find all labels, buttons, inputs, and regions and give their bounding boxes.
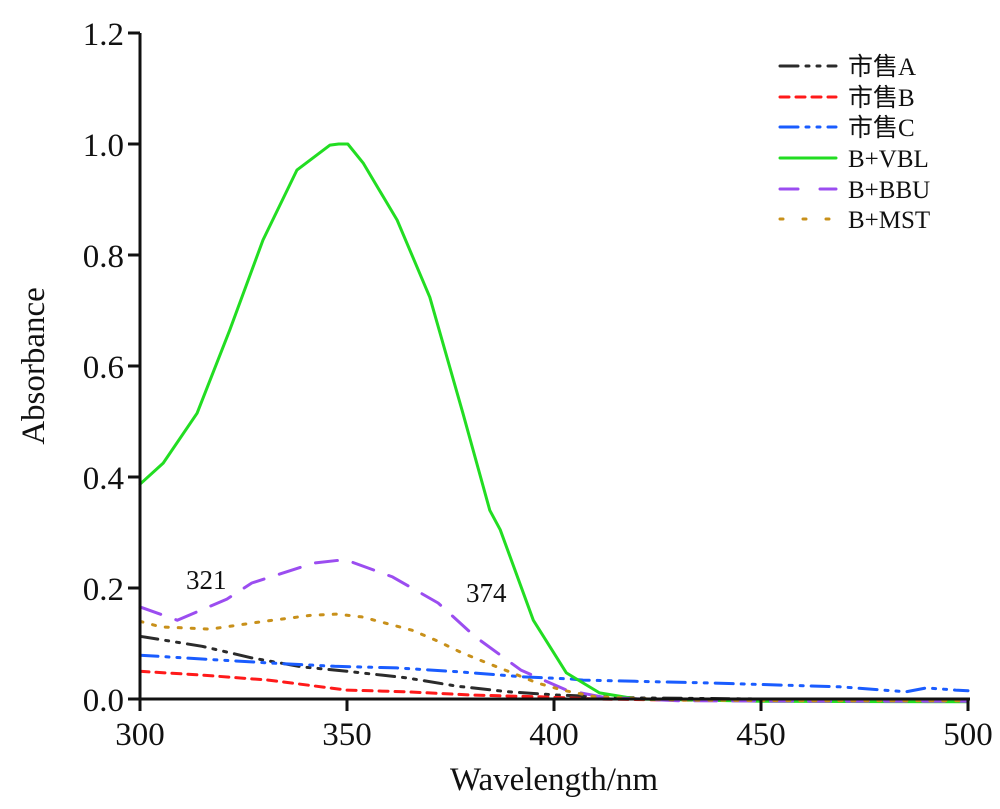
series-line-5 <box>138 612 970 703</box>
y-tick-label: 0.8 <box>83 239 124 275</box>
x-axis-title: Wavelength/nm <box>450 762 658 798</box>
series-line-2 <box>138 653 970 694</box>
x-tick-label: 450 <box>736 717 786 753</box>
y-tick-label: 0.0 <box>83 683 124 719</box>
x-tick-label: 400 <box>529 717 579 753</box>
series-line-0 <box>138 634 970 701</box>
y-tick-label: 0.2 <box>83 572 124 608</box>
x-tick-label: 350 <box>322 717 372 753</box>
series-line-3 <box>138 142 970 704</box>
legend-label: 市售B <box>848 84 915 112</box>
x-tick-label: 500 <box>943 717 993 753</box>
y-tick-label: 0.4 <box>83 461 124 497</box>
axes <box>128 33 970 711</box>
legend-label: B+VBL <box>848 146 929 173</box>
legend-label: B+BBU <box>848 177 930 204</box>
y-axis-title: Absorbance <box>16 287 52 445</box>
legend-label: B+MST <box>848 207 930 234</box>
legend-label: 市售A <box>848 53 916 81</box>
legend-label: 市售C <box>848 114 915 142</box>
series-layer <box>138 142 970 704</box>
y-tick-label: 1.2 <box>83 17 124 53</box>
y-tick-label: 1.0 <box>83 128 124 164</box>
annotation-374: 374 <box>466 578 507 608</box>
series-line-4 <box>138 558 970 703</box>
annotation-321: 321 <box>186 565 227 595</box>
x-tick-label: 300 <box>115 717 165 753</box>
y-tick-label: 0.6 <box>83 350 124 386</box>
ticks: 0.0 0.2 0.4 0.6 0.8 1.0 1.2 300 350 400 450 500 <box>83 17 993 753</box>
